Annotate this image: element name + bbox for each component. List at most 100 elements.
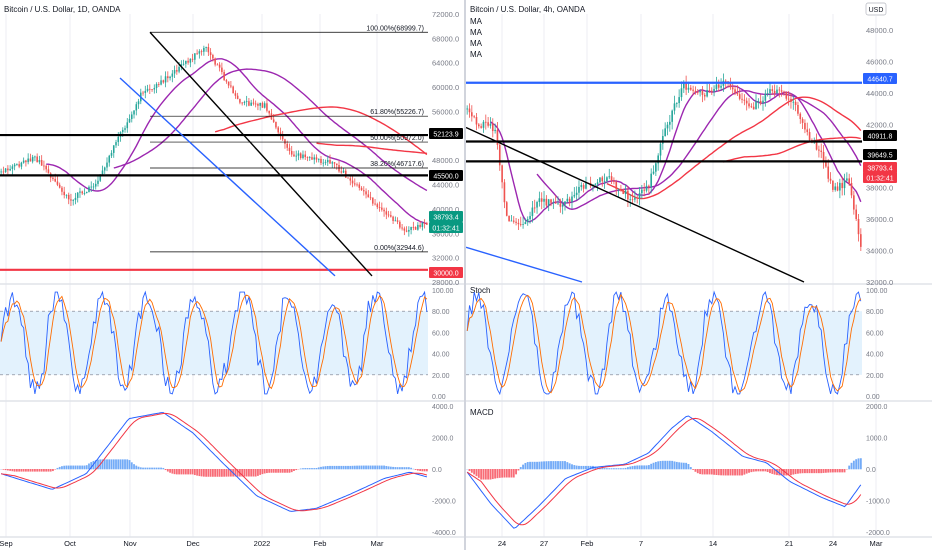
macd-histogram-bar: [196, 469, 199, 476]
time-axis-tick: Mar: [870, 539, 883, 548]
candle-body: [808, 132, 811, 140]
candle-body: [557, 203, 559, 205]
trendline[interactable]: [466, 126, 805, 283]
macd-histogram-bar: [764, 469, 767, 472]
macd-histogram-bar: [643, 465, 646, 470]
candle-body: [72, 200, 74, 201]
macd-histogram-bar: [508, 469, 511, 478]
macd-histogram-bar: [423, 469, 426, 472]
candle-body: [769, 89, 771, 94]
macd-histogram-bar: [254, 469, 257, 477]
macd-histogram-bar: [299, 468, 302, 470]
price-axis-tick: 44000.0: [866, 89, 893, 98]
macd-histogram-bar: [31, 469, 34, 472]
candle-body: [482, 121, 485, 128]
candle-body: [694, 90, 697, 93]
macd-histogram-bar: [284, 469, 286, 473]
macd-histogram-bar: [329, 465, 331, 470]
candle-body: [110, 152, 113, 156]
candle-body: [510, 220, 513, 222]
candle-body: [559, 203, 562, 207]
ma-legend-label: MA: [470, 39, 483, 48]
macd-histogram-bar: [617, 468, 620, 470]
candle-body: [829, 178, 832, 181]
candle-body: [629, 199, 632, 201]
macd-histogram-bar: [817, 469, 820, 474]
macd-line: [0, 412, 428, 512]
candle-body: [212, 55, 214, 59]
candle-body: [176, 70, 178, 72]
macd-histogram-bar: [813, 469, 816, 474]
candle-body: [70, 199, 72, 201]
macd-histogram-bar: [56, 467, 59, 470]
macd-histogram-bar: [855, 459, 858, 470]
macd-histogram-bar: [137, 466, 140, 470]
candle-body: [699, 90, 701, 93]
candle-body: [494, 129, 496, 132]
candle-body: [657, 155, 659, 164]
candle-body: [218, 64, 221, 68]
price-axis-tick: 40000.0: [432, 205, 459, 214]
candle-body: [603, 181, 606, 182]
candle-body: [421, 222, 424, 227]
macd-histogram-bar: [517, 469, 520, 471]
candle-body: [259, 102, 261, 106]
time-axis-tick: 14: [709, 539, 717, 548]
candle-body: [317, 158, 320, 160]
candle-body: [573, 194, 576, 197]
macd-histogram-bar: [680, 462, 683, 470]
candle-body: [689, 87, 692, 90]
candle-body: [512, 220, 515, 222]
candle-body: [135, 104, 138, 111]
candle-body: [360, 187, 363, 191]
moving-average-line: [316, 142, 427, 154]
candle-body: [853, 195, 855, 210]
macd-histogram-bar: [155, 467, 158, 470]
trendline[interactable]: [149, 31, 373, 277]
four-hour-chart-panel[interactable]: Bitcoin / U.S. Dollar, 4h, OANDA MA MA MA MA…: [466, 0, 932, 550]
candle-body: [126, 122, 129, 129]
candle-body: [45, 165, 47, 170]
trendline[interactable]: [119, 77, 336, 277]
trendline[interactable]: [466, 246, 583, 283]
candle-body: [250, 102, 252, 106]
macd-histogram-bar: [489, 469, 492, 480]
macd-histogram-bar: [88, 463, 90, 470]
macd-histogram-bar: [308, 468, 311, 470]
macd-histogram-bar: [139, 467, 142, 470]
macd-histogram-bar: [636, 465, 639, 470]
candle-body: [785, 91, 788, 99]
candle-body: [717, 84, 720, 88]
candle-body: [320, 158, 322, 163]
macd-histogram-bar: [236, 469, 239, 477]
macd-histogram-bar: [306, 468, 309, 470]
panel-divider: [464, 0, 466, 550]
macd-histogram-bar: [524, 462, 527, 470]
candle-body: [266, 103, 268, 111]
macd-histogram-bar: [787, 469, 790, 476]
daily-chart-panel[interactable]: Bitcoin / U.S. Dollar, 1D, OANDA 72000.0 6…: [0, 0, 466, 550]
time-axis-tick: Feb: [581, 539, 594, 548]
macd-histogram-bar: [234, 469, 237, 477]
macd-histogram-bar: [40, 469, 43, 472]
candle-body: [43, 165, 45, 167]
macd-histogram-bar: [480, 469, 483, 480]
macd-histogram-bar: [70, 465, 72, 470]
candle-body: [74, 197, 77, 201]
candle-body: [538, 198, 541, 203]
price-axis-tick: 42000.0: [866, 120, 893, 129]
macd-histogram-bar: [376, 465, 379, 470]
candle-body: [182, 63, 185, 65]
candle-body: [124, 128, 126, 130]
candle-body: [757, 100, 760, 102]
candle-body: [708, 90, 711, 91]
candle-body: [631, 199, 634, 201]
fib-level-label: 50.00%(50972.0): [370, 135, 424, 142]
macd-histogram-bar: [778, 469, 781, 476]
candle-body: [76, 192, 79, 198]
candle-body: [385, 211, 388, 215]
candle-body: [820, 150, 823, 152]
candle-body: [477, 124, 480, 127]
macd-histogram-bar: [36, 469, 39, 472]
